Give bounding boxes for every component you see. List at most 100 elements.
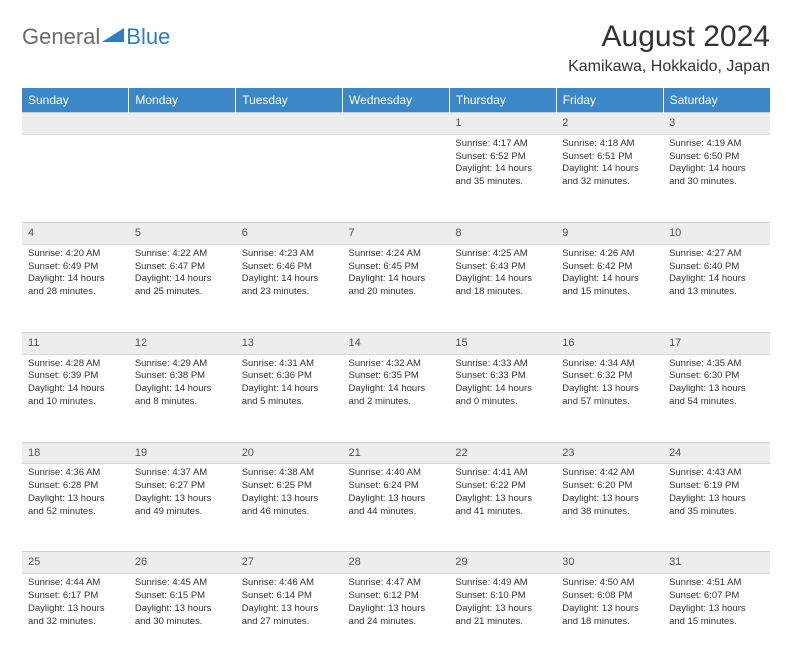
day-cell: Sunrise: 4:17 AMSunset: 6:52 PMDaylight:…: [449, 134, 556, 222]
daylight-line: Daylight: 14 hours and 28 minutes.: [28, 273, 123, 299]
day-number-cell: 24: [663, 442, 770, 464]
sunset-line: Sunset: 6:24 PM: [349, 480, 444, 493]
sunrise-line: Sunrise: 4:51 AM: [669, 577, 764, 590]
weekday-header: Saturday: [663, 88, 770, 113]
day-number-cell: 13: [236, 332, 343, 354]
day-number-cell: 14: [343, 332, 450, 354]
sunset-line: Sunset: 6:14 PM: [242, 590, 337, 603]
day-cell: Sunrise: 4:26 AMSunset: 6:42 PMDaylight:…: [556, 244, 663, 332]
logo-text-general: General: [22, 24, 100, 50]
weekday-header: Wednesday: [343, 88, 450, 113]
sunrise-line: Sunrise: 4:36 AM: [28, 467, 123, 480]
day-number-row: 45678910: [22, 222, 770, 244]
header: General Blue August 2024 Kamikawa, Hokka…: [22, 20, 770, 76]
day-cell: Sunrise: 4:29 AMSunset: 6:38 PMDaylight:…: [129, 354, 236, 442]
day-number-cell: 7: [343, 222, 450, 244]
day-cell: Sunrise: 4:49 AMSunset: 6:10 PMDaylight:…: [449, 574, 556, 662]
daylight-line: Daylight: 14 hours and 23 minutes.: [242, 273, 337, 299]
daylight-line: Daylight: 14 hours and 20 minutes.: [349, 273, 444, 299]
day-number-cell: [22, 113, 129, 135]
sunrise-line: Sunrise: 4:18 AM: [562, 138, 657, 151]
daylight-line: Daylight: 14 hours and 15 minutes.: [562, 273, 657, 299]
day-cell: Sunrise: 4:45 AMSunset: 6:15 PMDaylight:…: [129, 574, 236, 662]
day-cell: Sunrise: 4:44 AMSunset: 6:17 PMDaylight:…: [22, 574, 129, 662]
sunrise-line: Sunrise: 4:19 AM: [669, 138, 764, 151]
day-cell: Sunrise: 4:32 AMSunset: 6:35 PMDaylight:…: [343, 354, 450, 442]
sunset-line: Sunset: 6:40 PM: [669, 261, 764, 274]
day-cell: Sunrise: 4:50 AMSunset: 6:08 PMDaylight:…: [556, 574, 663, 662]
day-number-cell: 8: [449, 222, 556, 244]
day-number-cell: 3: [663, 113, 770, 135]
sunrise-line: Sunrise: 4:43 AM: [669, 467, 764, 480]
day-number-cell: [236, 113, 343, 135]
sunrise-line: Sunrise: 4:24 AM: [349, 248, 444, 261]
sunset-line: Sunset: 6:12 PM: [349, 590, 444, 603]
daylight-line: Daylight: 13 hours and 32 minutes.: [28, 603, 123, 629]
sunset-line: Sunset: 6:45 PM: [349, 261, 444, 274]
sunrise-line: Sunrise: 4:50 AM: [562, 577, 657, 590]
sunset-line: Sunset: 6:10 PM: [455, 590, 550, 603]
day-cell: Sunrise: 4:38 AMSunset: 6:25 PMDaylight:…: [236, 464, 343, 552]
sunrise-line: Sunrise: 4:29 AM: [135, 358, 230, 371]
sunrise-line: Sunrise: 4:20 AM: [28, 248, 123, 261]
day-number-cell: [129, 113, 236, 135]
daylight-line: Daylight: 13 hours and 35 minutes.: [669, 493, 764, 519]
day-number-row: 11121314151617: [22, 332, 770, 354]
day-cell: Sunrise: 4:24 AMSunset: 6:45 PMDaylight:…: [343, 244, 450, 332]
sunset-line: Sunset: 6:39 PM: [28, 370, 123, 383]
day-number-cell: 16: [556, 332, 663, 354]
day-number-cell: 17: [663, 332, 770, 354]
sunrise-line: Sunrise: 4:47 AM: [349, 577, 444, 590]
day-number-cell: 5: [129, 222, 236, 244]
daylight-line: Daylight: 14 hours and 35 minutes.: [455, 163, 550, 189]
daylight-line: Daylight: 13 hours and 27 minutes.: [242, 603, 337, 629]
day-cell: Sunrise: 4:22 AMSunset: 6:47 PMDaylight:…: [129, 244, 236, 332]
sunset-line: Sunset: 6:50 PM: [669, 151, 764, 164]
day-cell: [22, 134, 129, 222]
sunrise-line: Sunrise: 4:42 AM: [562, 467, 657, 480]
day-number-cell: 6: [236, 222, 343, 244]
daylight-line: Daylight: 13 hours and 52 minutes.: [28, 493, 123, 519]
day-number-cell: 2: [556, 113, 663, 135]
sunrise-line: Sunrise: 4:25 AM: [455, 248, 550, 261]
day-number-row: 18192021222324: [22, 442, 770, 464]
daylight-line: Daylight: 13 hours and 46 minutes.: [242, 493, 337, 519]
daylight-line: Daylight: 13 hours and 57 minutes.: [562, 383, 657, 409]
sunset-line: Sunset: 6:20 PM: [562, 480, 657, 493]
week-row: Sunrise: 4:20 AMSunset: 6:49 PMDaylight:…: [22, 244, 770, 332]
week-row: Sunrise: 4:28 AMSunset: 6:39 PMDaylight:…: [22, 354, 770, 442]
daylight-line: Daylight: 14 hours and 32 minutes.: [562, 163, 657, 189]
weekday-header: Thursday: [449, 88, 556, 113]
sunrise-line: Sunrise: 4:45 AM: [135, 577, 230, 590]
daylight-line: Daylight: 13 hours and 21 minutes.: [455, 603, 550, 629]
day-cell: Sunrise: 4:35 AMSunset: 6:30 PMDaylight:…: [663, 354, 770, 442]
day-cell: [236, 134, 343, 222]
day-cell: Sunrise: 4:41 AMSunset: 6:22 PMDaylight:…: [449, 464, 556, 552]
daylight-line: Daylight: 14 hours and 30 minutes.: [669, 163, 764, 189]
calendar-table: SundayMondayTuesdayWednesdayThursdayFrid…: [22, 88, 770, 662]
sunset-line: Sunset: 6:42 PM: [562, 261, 657, 274]
day-cell: Sunrise: 4:31 AMSunset: 6:36 PMDaylight:…: [236, 354, 343, 442]
sunset-line: Sunset: 6:27 PM: [135, 480, 230, 493]
day-cell: Sunrise: 4:18 AMSunset: 6:51 PMDaylight:…: [556, 134, 663, 222]
daylight-line: Daylight: 13 hours and 44 minutes.: [349, 493, 444, 519]
sunrise-line: Sunrise: 4:38 AM: [242, 467, 337, 480]
sunset-line: Sunset: 6:33 PM: [455, 370, 550, 383]
sunset-line: Sunset: 6:49 PM: [28, 261, 123, 274]
sunset-line: Sunset: 6:35 PM: [349, 370, 444, 383]
day-number-cell: 23: [556, 442, 663, 464]
sunset-line: Sunset: 6:25 PM: [242, 480, 337, 493]
sunset-line: Sunset: 6:52 PM: [455, 151, 550, 164]
day-number-cell: 19: [129, 442, 236, 464]
day-cell: Sunrise: 4:36 AMSunset: 6:28 PMDaylight:…: [22, 464, 129, 552]
day-number-row: 123: [22, 113, 770, 135]
week-row: Sunrise: 4:44 AMSunset: 6:17 PMDaylight:…: [22, 574, 770, 662]
sunset-line: Sunset: 6:17 PM: [28, 590, 123, 603]
day-number-cell: 25: [22, 552, 129, 574]
month-title: August 2024: [568, 20, 770, 54]
day-cell: Sunrise: 4:43 AMSunset: 6:19 PMDaylight:…: [663, 464, 770, 552]
day-cell: [343, 134, 450, 222]
daylight-line: Daylight: 14 hours and 0 minutes.: [455, 383, 550, 409]
day-number-cell: 21: [343, 442, 450, 464]
day-cell: Sunrise: 4:46 AMSunset: 6:14 PMDaylight:…: [236, 574, 343, 662]
